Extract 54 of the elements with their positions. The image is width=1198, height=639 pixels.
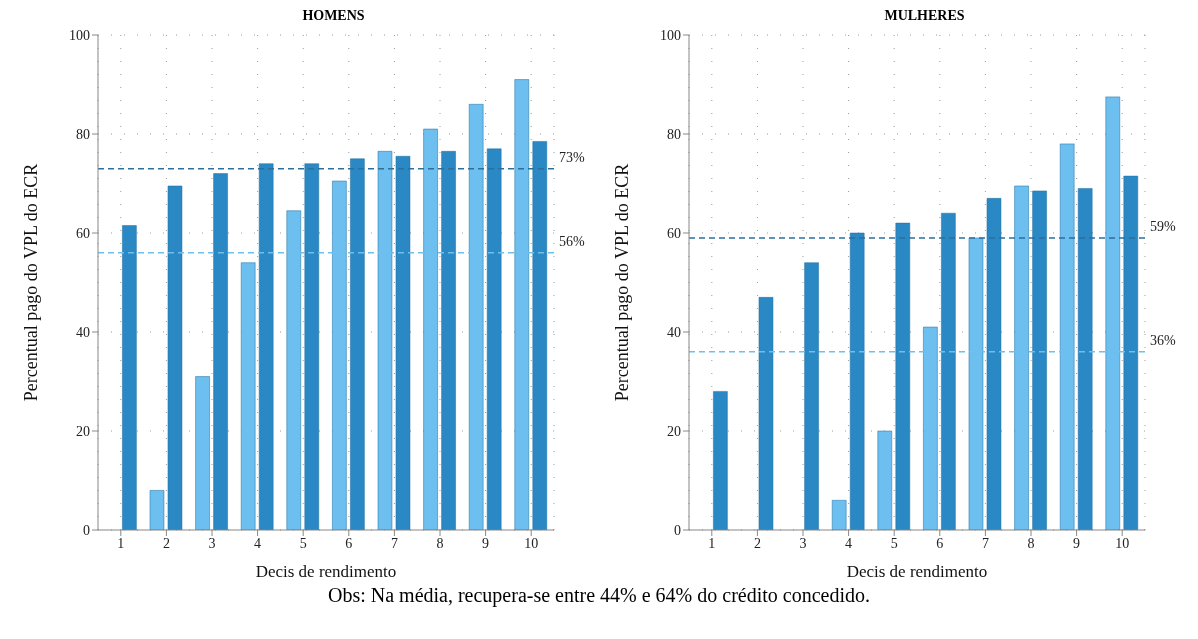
bar — [149, 490, 165, 530]
bar — [213, 173, 228, 530]
y-tick-label: 40 — [76, 324, 90, 340]
y-tick-label: 60 — [667, 225, 681, 241]
x-tick-label: 8 — [436, 535, 444, 551]
x-tick-label: 2 — [162, 535, 170, 551]
bar — [831, 500, 847, 530]
bar — [877, 430, 893, 530]
y-tick-label: 60 — [76, 225, 90, 241]
y-tick-label: 80 — [76, 126, 90, 142]
text: Obs: Na média, recupera-se entre 44% e 64% do crédito concedido. — [327, 584, 871, 607]
x-axis-title: Decis de rendimento — [846, 562, 988, 581]
x-tick-label: 9 — [482, 535, 490, 551]
y-tick-label: 20 — [667, 423, 681, 439]
y-axis-title: Percentual pago do VPL do ECR — [612, 163, 633, 402]
x-tick-label: 2 — [753, 535, 761, 551]
x-tick-label: 10 — [524, 535, 539, 551]
y-tick-label: 40 — [667, 324, 681, 340]
bar — [758, 297, 774, 530]
x-tick-label: 8 — [1027, 535, 1035, 551]
x-tick-label: 10 — [1115, 535, 1130, 551]
y-tick-label: 100 — [660, 27, 681, 43]
bar — [804, 262, 819, 530]
y-tick-label: 80 — [667, 126, 681, 142]
chart-title: MULHERES — [884, 8, 965, 23]
x-tick-label: 7 — [981, 535, 989, 551]
x-tick-label: 3 — [799, 535, 807, 551]
y-tick-label: 100 — [69, 27, 90, 43]
bar — [167, 185, 183, 530]
bar — [195, 376, 210, 530]
chart-title: HOMENS — [302, 8, 365, 23]
x-tick-label: 6 — [345, 535, 353, 551]
x-tick-label: 3 — [208, 535, 216, 551]
y-tick-label: 20 — [76, 423, 90, 439]
x-tick-label: 1 — [117, 535, 125, 551]
x-tick-label: 5 — [299, 535, 307, 551]
x-tick-label: 4 — [254, 535, 262, 551]
x-tick-label: 9 — [1073, 535, 1081, 551]
x-tick-label: 5 — [890, 535, 898, 551]
bar — [713, 391, 728, 530]
bar — [122, 225, 137, 530]
bar — [240, 262, 256, 530]
ref-line-label: 36% — [1150, 332, 1176, 348]
y-tick-label: 0 — [674, 522, 681, 538]
ref-line-label: 59% — [1150, 218, 1176, 234]
y-axis-title: Percentual pago do VPL do ECR — [21, 163, 42, 402]
x-tick-label: 1 — [708, 535, 716, 551]
x-axis-title: Decis de rendimento — [255, 562, 397, 581]
ref-line-label: 56% — [559, 233, 585, 249]
x-tick-label: 7 — [390, 535, 398, 551]
ref-line-label: 73% — [559, 149, 585, 165]
x-tick-label: 4 — [845, 535, 853, 551]
y-tick-label: 0 — [83, 522, 90, 538]
x-tick-label: 6 — [936, 535, 944, 551]
